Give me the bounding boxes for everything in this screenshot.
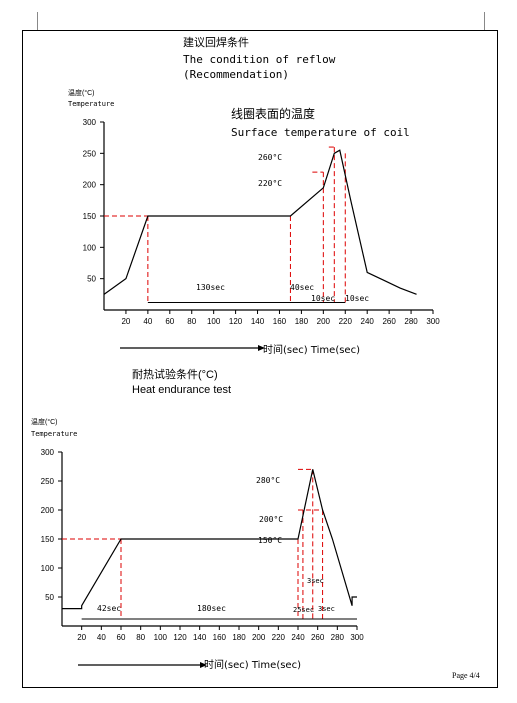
x-tick-label: 80 <box>136 633 145 642</box>
profile-curve <box>62 469 357 610</box>
chart2: 50 100 150 200 250 300 20 40 60 80 100 120 140 160 180… <box>41 448 364 668</box>
c2-dur-3a: 3sec <box>307 577 324 585</box>
time-arrow-head <box>200 662 207 668</box>
c1-dur-10a: 10sec <box>311 294 335 303</box>
x-tick-label: 140 <box>193 633 207 642</box>
crop-mark <box>37 12 38 30</box>
c1-peak-label: 260°C <box>258 153 282 162</box>
c2-dur-42: 42sec <box>97 604 121 613</box>
c1-mid-label: 220°C <box>258 179 282 188</box>
x-tick-label: 100 <box>207 317 221 326</box>
c2-dur-25: 25sec <box>293 606 314 614</box>
x-tick-label: 200 <box>317 317 331 326</box>
section2-title-cn: 耐热试验条件(°C) <box>132 369 218 381</box>
x-tick-label: 280 <box>331 633 345 642</box>
chart1-ylabel-en: Temperature <box>68 100 115 108</box>
profile-curve <box>103 149 417 295</box>
x-tick-label: 180 <box>295 317 309 326</box>
x-tick-label: 300 <box>426 317 440 326</box>
x-tick-label: 20 <box>77 633 86 642</box>
page-number: Page 4/4 <box>452 671 480 680</box>
y-tick-label: 100 <box>83 243 97 252</box>
x-tick-label: 100 <box>154 633 168 642</box>
c2-peak-label: 280°C <box>256 476 280 485</box>
y-tick-label: 300 <box>83 118 97 127</box>
x-tick-label: 140 <box>251 317 265 326</box>
y-tick-label: 250 <box>83 149 97 158</box>
y-tick-label: 150 <box>83 212 97 221</box>
c1-dur-40: 40sec <box>290 283 314 292</box>
x-tick-label: 180 <box>232 633 246 642</box>
x-tick-label: 260 <box>382 317 396 326</box>
c2-low-label: 150°C <box>258 536 282 545</box>
chart1-title-cn: 线圈表面的温度 <box>231 107 316 121</box>
c2-arrow-label: 时间(sec) Time(sec) <box>204 658 301 671</box>
crop-mark <box>484 12 485 30</box>
x-tick-label: 220 <box>339 317 353 326</box>
en-subtitle: (Recommendation) <box>183 68 289 81</box>
en-title: The condition of reflow <box>183 53 336 66</box>
chart2-ylabel-cn: 温度(°C) <box>31 419 58 426</box>
time-arrow-head <box>258 345 265 351</box>
x-tick-label: 160 <box>213 633 227 642</box>
chart2-ylabel-en: Temperature <box>31 430 78 438</box>
c2-dur-180: 180sec <box>197 604 226 613</box>
y-tick-label: 200 <box>83 181 97 190</box>
c1-arrow-label: 时间(sec) Time(sec) <box>263 343 360 356</box>
x-tick-label: 120 <box>229 317 243 326</box>
y-tick-label: 150 <box>41 535 55 544</box>
x-tick-label: 260 <box>311 633 325 642</box>
c1-dur-130: 130sec <box>196 283 225 292</box>
x-tick-label: 240 <box>291 633 305 642</box>
x-tick-label: 40 <box>97 633 106 642</box>
c2-dur-3b: 3sec <box>318 605 335 613</box>
chart1-ylabel-cn: 温度(°C) <box>68 90 95 97</box>
y-tick-label: 300 <box>41 448 55 457</box>
x-tick-label: 160 <box>273 317 287 326</box>
y-tick-label: 250 <box>41 477 55 486</box>
page-frame <box>22 30 498 688</box>
c1-dur-10b: 10sec <box>345 294 369 303</box>
x-tick-label: 60 <box>117 633 126 642</box>
section2-title-en: Heat endurance test <box>132 384 232 396</box>
y-tick-label: 50 <box>87 275 96 284</box>
chart1: 50 100 150 200 250 300 20 40 60 80 100 120 140 160 180… <box>83 118 440 351</box>
x-tick-label: 240 <box>361 317 375 326</box>
x-tick-label: 120 <box>173 633 187 642</box>
y-tick-label: 200 <box>41 506 55 515</box>
y-tick-label: 100 <box>41 564 55 573</box>
y-tick-label: 50 <box>45 593 54 602</box>
x-tick-label: 280 <box>404 317 418 326</box>
x-tick-label: 200 <box>252 633 266 642</box>
cn-title: 建议回焊条件 <box>183 37 249 49</box>
x-tick-label: 20 <box>121 317 130 326</box>
chart1-title-en: Surface temperature of coil <box>231 126 410 139</box>
x-tick-label: 40 <box>143 317 152 326</box>
x-tick-label: 300 <box>350 633 364 642</box>
x-tick-label: 60 <box>165 317 174 326</box>
c2-mid-label: 200°C <box>259 515 283 524</box>
x-tick-label: 80 <box>187 317 196 326</box>
x-tick-label: 220 <box>272 633 286 642</box>
